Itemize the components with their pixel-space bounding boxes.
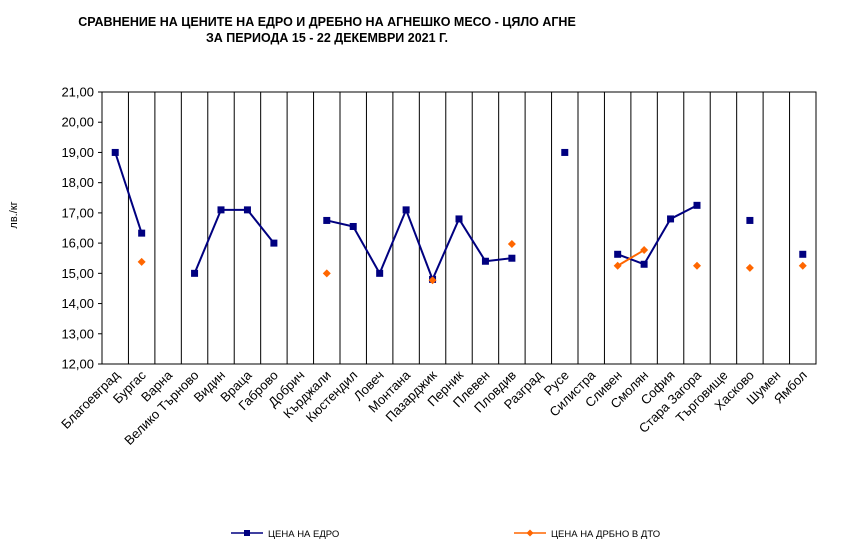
series-line-segment (405, 209, 434, 280)
data-point (138, 229, 146, 237)
data-point (322, 269, 331, 278)
y-tick-label: 21,00 (61, 85, 94, 100)
legend-label-retail: ЦЕНА НА ДРБНО В ДТО (551, 529, 660, 540)
y-tick-label: 20,00 (61, 115, 94, 130)
data-point (270, 239, 278, 247)
data-point (349, 222, 357, 230)
data-point (455, 215, 463, 223)
data-point (799, 250, 807, 258)
series-line-segment (458, 218, 487, 262)
data-point (191, 269, 199, 277)
grid (127, 92, 791, 364)
y-tick-label: 19,00 (61, 145, 94, 160)
data-point (376, 269, 384, 277)
series-retail (137, 240, 807, 285)
series-line-segment (246, 209, 275, 244)
y-tick-labels: 12,00 13,00 14,00 15,00 16,00 17,00 18,00 19,00… (61, 85, 94, 372)
data-point (137, 257, 146, 266)
data-point (111, 148, 119, 156)
data-point (693, 201, 701, 209)
series-line-segment (617, 249, 645, 267)
plot-area-frame (101, 91, 817, 365)
chart-title-line2: ЗА ПЕРИОДА 15 - 22 ДЕКЕМВРИ 2021 Г. (206, 31, 448, 45)
y-tick-label: 13,00 (61, 326, 94, 341)
legend-marker-wholesale (244, 530, 250, 536)
y-tick-label: 12,00 (61, 357, 94, 372)
data-point (640, 246, 649, 255)
data-point (402, 206, 410, 214)
data-point (745, 263, 754, 272)
series-wholesale (111, 148, 807, 283)
data-point (217, 206, 225, 214)
legend: ЦЕНА НА ЕДРО ЦЕНА НА ДРБНО В ДТО (231, 529, 660, 540)
data-point (508, 254, 516, 262)
legend-marker-retail (526, 529, 534, 537)
y-tick-label: 18,00 (61, 175, 94, 190)
y-tick-label: 15,00 (61, 266, 94, 281)
series-line-segment (670, 204, 698, 220)
data-point (667, 215, 675, 223)
axes (98, 91, 817, 365)
data-point (507, 240, 516, 249)
data-point (640, 260, 648, 268)
data-point (561, 148, 569, 156)
y-tick-label: 17,00 (61, 205, 94, 220)
series-line-segment (617, 253, 645, 266)
series-line-segment (485, 257, 513, 263)
data-point (243, 206, 251, 214)
series-line-segment (431, 218, 460, 280)
data-point (481, 257, 489, 265)
legend-label-wholesale: ЦЕНА НА ЕДРО (268, 529, 339, 540)
data-point (323, 216, 331, 224)
data-point (746, 216, 754, 224)
series-line-segment (114, 152, 143, 234)
data-point (613, 261, 622, 270)
series-line-segment (352, 225, 381, 274)
data-point (693, 261, 701, 270)
series-line-segment (193, 209, 222, 274)
y-tick-label: 14,00 (61, 296, 94, 311)
data-point (614, 250, 622, 258)
y-tick-label: 16,00 (61, 236, 94, 251)
data-point (428, 276, 437, 285)
y-axis-label: лв./кг (8, 201, 20, 228)
chart-title-line1: СРАВНЕНИЕ НА ЦЕНИТЕ НА ЕДРО И ДРЕБНО НА … (78, 15, 576, 29)
series-line-segment (643, 218, 672, 265)
series-line-segment (378, 209, 408, 274)
series (111, 148, 807, 285)
data-point (798, 261, 807, 270)
series-line-segment (326, 219, 354, 228)
